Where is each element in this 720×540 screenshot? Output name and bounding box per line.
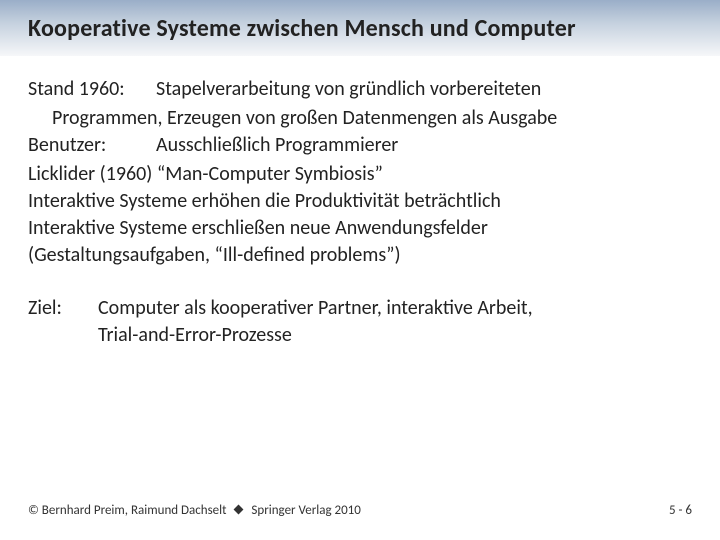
content-area: Stand 1960: Stapelverarbeitung von gründ… <box>0 56 720 349</box>
slide-title: Kooperative Systeme zwischen Mensch und … <box>28 14 576 43</box>
line-1: Stand 1960: Stapelverarbeitung von gründ… <box>28 76 692 103</box>
line-3: Benutzer: Ausschließlich Programmierer <box>28 132 692 159</box>
goal-row: Ziel: Computer als kooperativer Partner,… <box>28 295 692 349</box>
line-3-text: Ausschließlich Programmierer <box>156 132 692 159</box>
publisher-text: Springer Verlag 2010 <box>251 503 360 518</box>
diamond-icon <box>234 505 244 515</box>
line-7: (Gestaltungsaufgaben, “Ill-defined probl… <box>28 242 692 269</box>
slide: Kooperative Systeme zwischen Mensch und … <box>0 0 720 540</box>
title-bar: Kooperative Systeme zwischen Mensch und … <box>0 0 720 56</box>
line-6: Interaktive Systeme erschließen neue Anw… <box>28 215 692 242</box>
goal-text-1: Computer als kooperativer Partner, inter… <box>98 295 692 322</box>
goal-label: Ziel: <box>28 295 98 349</box>
line-1-label: Stand 1960: <box>28 76 156 103</box>
goal-text-2: Trial-and-Error-Prozesse <box>98 322 692 349</box>
page-number: 5 - 6 <box>669 503 692 518</box>
line-5: Interaktive Systeme erhöhen die Produkti… <box>28 188 692 215</box>
footer-left: © Bernhard Preim, Raimund Dachselt Sprin… <box>28 503 361 518</box>
line-2: Programmen, Erzeugen von großen Datenmen… <box>28 105 692 132</box>
line-4: Licklider (1960) “Man-Computer Symbiosis… <box>28 161 692 188</box>
line-3-label: Benutzer: <box>28 132 156 159</box>
copyright-text: © Bernhard Preim, Raimund Dachselt <box>28 503 227 518</box>
line-1-text: Stapelverarbeitung von gründlich vorbere… <box>156 76 692 103</box>
footer: © Bernhard Preim, Raimund Dachselt Sprin… <box>0 503 720 518</box>
goal-text: Computer als kooperativer Partner, inter… <box>98 295 692 349</box>
